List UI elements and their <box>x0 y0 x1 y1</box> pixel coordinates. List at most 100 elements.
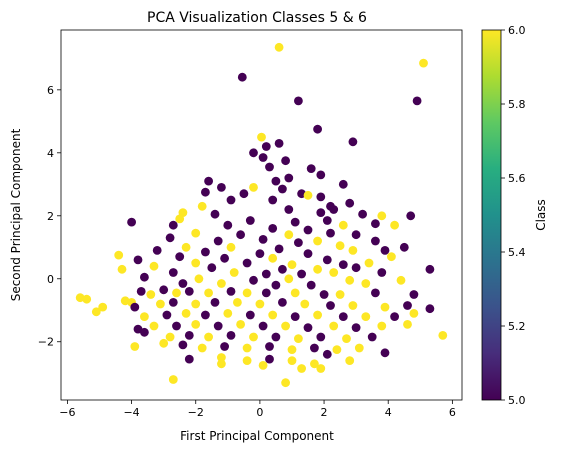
point-class-6 <box>313 310 322 320</box>
point-class-6 <box>335 241 345 251</box>
point-class-5 <box>168 220 178 230</box>
point-class-6 <box>233 298 242 307</box>
point-class-6 <box>204 332 214 342</box>
point-class-5 <box>294 238 303 248</box>
point-class-5 <box>178 340 188 350</box>
point-class-6 <box>287 356 297 365</box>
point-class-5 <box>306 164 316 174</box>
point-class-6 <box>396 275 406 285</box>
point-class-6 <box>91 307 101 317</box>
point-class-5 <box>172 321 181 331</box>
point-class-6 <box>217 353 226 362</box>
point-class-6 <box>345 275 355 285</box>
colorbar-tick-label: 5.2 <box>508 320 526 333</box>
point-class-5 <box>226 195 236 205</box>
y-tick-label: 6 <box>47 84 54 97</box>
point-class-5 <box>265 162 274 172</box>
point-class-6 <box>181 309 191 318</box>
point-class-5 <box>140 272 149 282</box>
point-class-6 <box>156 299 165 309</box>
point-class-5 <box>399 242 409 252</box>
point-class-6 <box>361 279 371 288</box>
point-class-5 <box>371 288 380 298</box>
x-axis-label: First Principal Component <box>180 429 334 443</box>
point-class-6 <box>303 190 313 200</box>
x-tick-label: −2 <box>188 406 204 419</box>
point-class-5 <box>184 287 194 296</box>
point-class-6 <box>329 321 339 331</box>
point-class-6 <box>342 334 351 343</box>
point-class-5 <box>284 173 294 183</box>
point-class-6 <box>204 288 214 298</box>
point-class-5 <box>380 348 390 358</box>
point-class-6 <box>329 268 339 277</box>
point-class-6 <box>194 274 204 284</box>
point-class-5 <box>316 192 326 202</box>
colorbar-tick-label: 5.4 <box>508 246 526 259</box>
point-class-6 <box>345 356 355 365</box>
point-class-5 <box>127 217 136 227</box>
point-class-5 <box>358 209 367 219</box>
point-class-5 <box>294 96 303 106</box>
point-class-5 <box>303 323 313 332</box>
point-class-6 <box>191 320 201 329</box>
x-tick-label: −4 <box>123 406 139 419</box>
point-class-5 <box>271 280 281 290</box>
point-class-6 <box>268 310 278 320</box>
plot-frame <box>60 29 463 401</box>
point-class-5 <box>303 225 313 235</box>
point-class-5 <box>226 287 236 296</box>
point-class-6 <box>310 359 319 369</box>
point-class-5 <box>245 310 255 320</box>
y-axis: −2 0 2 4 6 <box>38 84 61 349</box>
x-tick-label: 4 <box>385 406 392 419</box>
point-class-6 <box>168 375 178 384</box>
point-class-6 <box>284 274 294 284</box>
point-class-5 <box>345 198 355 208</box>
y-tick-label: 2 <box>47 210 54 223</box>
colorbar-tick-label: 6.0 <box>508 24 526 37</box>
point-class-5 <box>236 230 246 240</box>
point-class-5 <box>274 244 284 254</box>
point-class-5 <box>261 269 271 279</box>
point-class-5 <box>217 183 226 192</box>
point-class-5 <box>168 268 178 277</box>
point-class-6 <box>165 332 175 342</box>
point-class-6 <box>146 290 156 299</box>
point-class-6 <box>338 220 348 230</box>
point-class-5 <box>265 354 274 364</box>
point-class-6 <box>297 364 306 373</box>
point-class-5 <box>210 298 220 307</box>
point-class-5 <box>201 310 210 320</box>
point-class-6 <box>242 343 252 353</box>
point-class-6 <box>249 332 258 342</box>
point-class-6 <box>140 312 149 321</box>
point-class-6 <box>217 279 226 288</box>
point-class-5 <box>306 280 316 290</box>
point-class-5 <box>425 264 435 274</box>
point-class-5 <box>403 301 412 310</box>
point-class-5 <box>316 332 326 342</box>
point-class-6 <box>175 214 185 224</box>
point-class-6 <box>172 288 181 298</box>
point-class-5 <box>326 301 335 310</box>
point-class-6 <box>281 378 290 388</box>
point-class-6 <box>361 312 371 321</box>
point-class-6 <box>287 345 297 354</box>
point-class-5 <box>178 279 188 288</box>
point-class-6 <box>242 288 252 298</box>
point-class-5 <box>261 288 271 298</box>
colorbar-label: Class <box>534 199 548 231</box>
point-class-6 <box>419 58 428 68</box>
point-class-6 <box>335 290 345 299</box>
point-class-6 <box>257 132 266 142</box>
point-class-6 <box>98 302 108 312</box>
point-class-5 <box>242 258 252 268</box>
point-class-6 <box>114 250 124 260</box>
point-class-6 <box>249 183 258 192</box>
point-class-5 <box>284 205 294 214</box>
point-class-5 <box>316 208 326 218</box>
point-class-6 <box>316 364 326 373</box>
point-class-5 <box>136 287 146 296</box>
